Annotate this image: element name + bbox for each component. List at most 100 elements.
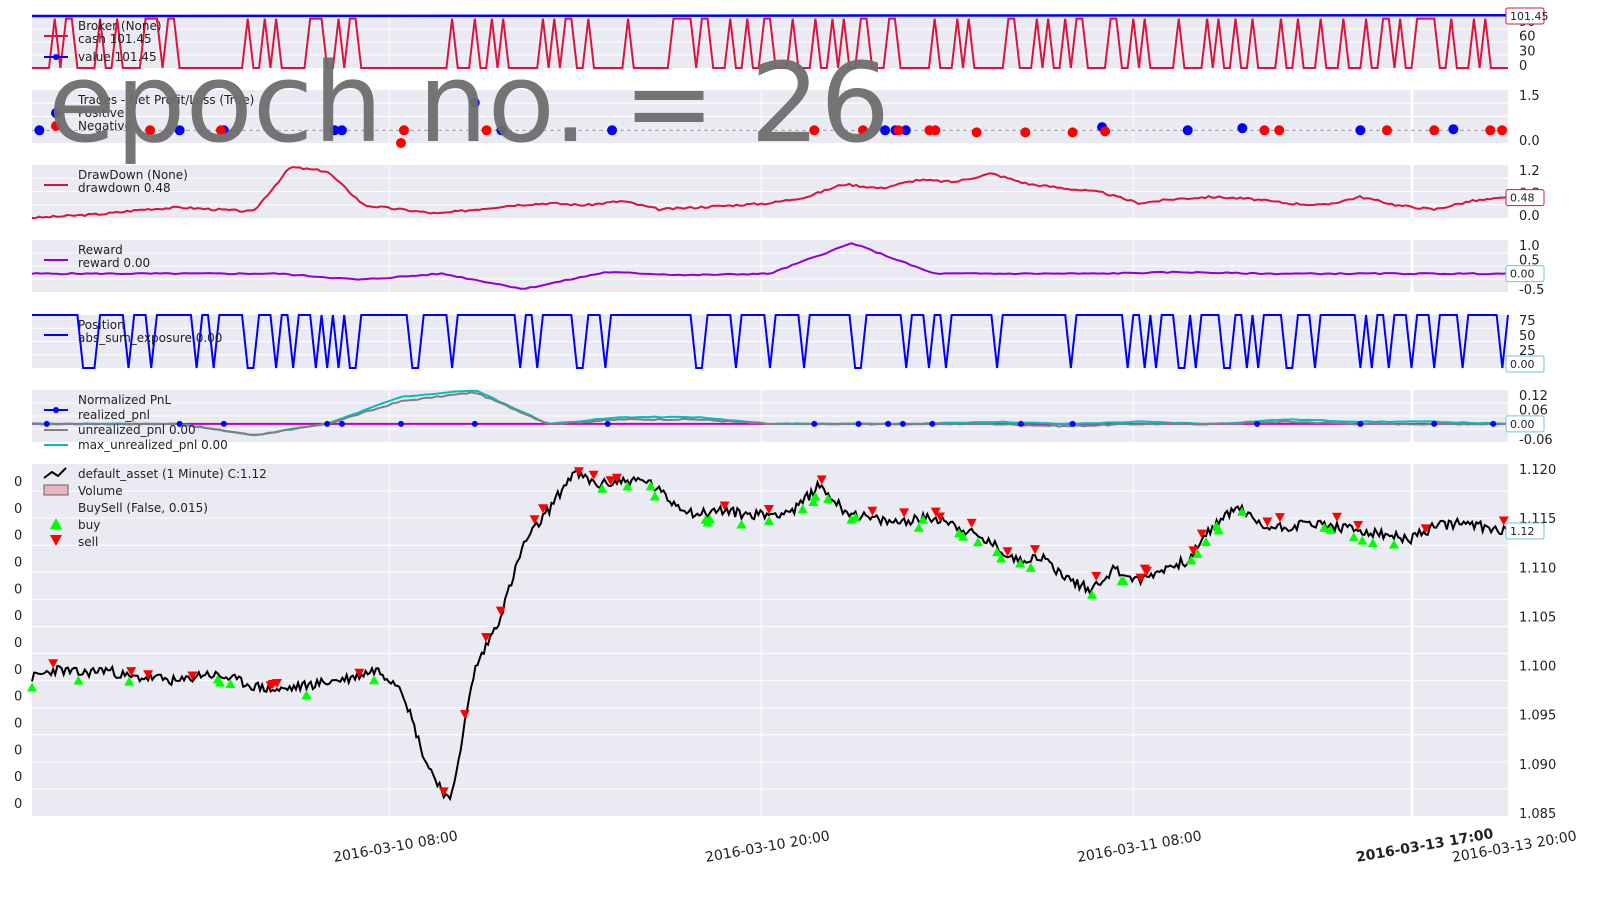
legend-realized-dot (53, 407, 59, 413)
sell-marker (459, 710, 470, 720)
sell-marker (899, 508, 910, 518)
trade-negative-marker (215, 125, 226, 136)
pnl-ytick: 0.06 (1519, 404, 1548, 419)
sell-marker (538, 504, 549, 514)
realized-pnl-marker (1490, 420, 1497, 427)
x-axis-tick: 2016-03-10 08:00 (332, 828, 459, 866)
value-line (31, 13, 1509, 18)
price-left-tick: 0 (14, 690, 22, 705)
realized-pnl-marker (176, 420, 183, 427)
sell-marker (1188, 546, 1199, 556)
price-ytick: 1.100 (1519, 660, 1556, 675)
price-last-value: 1.12 (1510, 525, 1535, 538)
drawdown-legend-entry: drawdown 0.48 (78, 181, 171, 195)
sell-marker (1498, 516, 1509, 526)
sell-marker (126, 667, 137, 677)
legend-volume-swatch (43, 484, 69, 496)
price-left-tick: 0 (14, 609, 22, 624)
trade-negative-marker (1485, 125, 1496, 136)
price-left-tick: 0 (14, 770, 22, 785)
pnl-ytick: 0.12 (1519, 389, 1548, 404)
sell-marker (605, 476, 616, 486)
buy-marker (958, 531, 969, 541)
buy-marker (918, 514, 929, 524)
trade-positive-marker (336, 125, 347, 136)
legend-buy-swatch (50, 518, 62, 529)
buy-marker (369, 675, 380, 685)
sell-marker (438, 787, 449, 797)
sell-marker (588, 470, 599, 480)
buy-marker (27, 682, 37, 692)
price-legend: default_asset (1 Minute) C:1.12 Volume Buy… (43, 467, 267, 549)
buy-marker (1357, 535, 1368, 545)
trade-positive-marker (1448, 124, 1459, 135)
price-left-tick: 0 (14, 663, 22, 678)
buy-marker (763, 516, 774, 526)
realized-pnl-marker (1431, 420, 1438, 427)
sell-marker (1141, 566, 1152, 576)
trade-positive-marker (1182, 125, 1193, 136)
broker-last-value: 101.45 (1510, 10, 1549, 23)
price-background (32, 464, 1508, 816)
buy-marker (1087, 589, 1098, 599)
broker-legend-entry: cash 101.45 (78, 32, 152, 46)
sell-marker (271, 678, 282, 688)
trade-negative-marker (1020, 127, 1031, 138)
sell-marker (611, 473, 622, 483)
buy-marker (1325, 524, 1336, 534)
trade-negative-marker (809, 125, 820, 136)
realized-pnl-marker (1254, 420, 1261, 427)
sell-marker (265, 681, 276, 691)
realized-pnl-marker (899, 420, 906, 427)
pnl-legend: Normalized PnLrealized_pnlunrealized_pnl… (44, 393, 228, 452)
trade-negative-marker (145, 125, 156, 136)
price-left-tick: 0 (14, 502, 22, 517)
trade-negative-marker (1067, 127, 1078, 138)
trades-legend-entry: Negative (78, 119, 132, 133)
price-legend-entry: buy (78, 518, 100, 532)
trade-positive-marker (900, 125, 911, 136)
buy-marker (736, 519, 747, 529)
price-legend-entry: Volume (78, 484, 123, 498)
legend-price-swatch (43, 467, 67, 479)
buy-marker (996, 553, 1007, 563)
sell-marker (187, 671, 198, 681)
trade-negative-marker (893, 125, 904, 136)
pnl-ytick: -0.06 (1519, 433, 1553, 448)
buy-marker (1192, 548, 1203, 558)
price-ytick: 1.110 (1519, 561, 1556, 576)
drawdown-legend-entry: DrawDown (None) (78, 168, 188, 182)
sell-marker (867, 506, 878, 516)
price-ytick: 1.085 (1519, 807, 1556, 822)
price-ytick: 1.120 (1519, 463, 1556, 478)
broker-legend-entry: value 101.45 (78, 50, 157, 64)
buy-marker (214, 677, 225, 687)
realized-pnl-marker (338, 420, 345, 427)
buy-marker (823, 494, 834, 504)
broker-ytick: 0 (1519, 59, 1527, 74)
x-axis: 2016-03-10 08:00 2016-03-10 20:00 2016-03-… (332, 826, 1578, 866)
realized-pnl-marker (604, 420, 611, 427)
price-left-tick: 0 (14, 636, 22, 651)
trade-negative-marker (396, 138, 406, 148)
realized-pnl-marker (1017, 420, 1024, 427)
reward-last-value: 0.00 (1510, 268, 1535, 281)
broker-legend-entry: Broker (None) (78, 19, 162, 33)
reward-last-value-box (1505, 265, 1545, 283)
reward-line (31, 242, 1509, 290)
realized-pnl-marker (1069, 420, 1076, 427)
legend-value-dot (53, 54, 59, 60)
trade-negative-marker (1381, 125, 1392, 136)
realized-pnl-marker (885, 420, 892, 427)
trades-legend-entry: Positive (78, 106, 124, 120)
trades-legend-entry: Trades - Net Profit/Loss (True) (77, 93, 254, 107)
buy-marker (991, 547, 1002, 557)
trade-positive-marker (34, 125, 45, 136)
price-left-tick: 0 (14, 556, 22, 571)
trade-negative-marker (1429, 125, 1440, 136)
legend-sell-swatch (50, 535, 62, 546)
